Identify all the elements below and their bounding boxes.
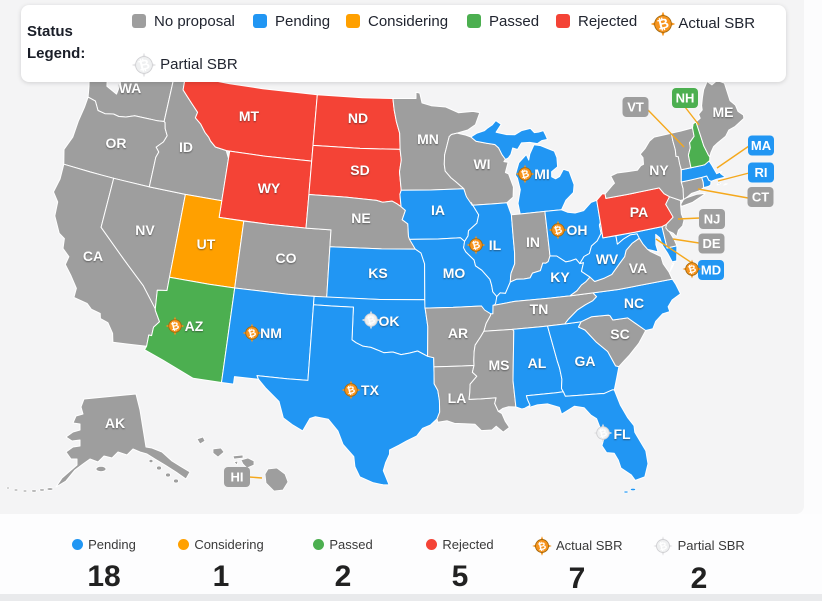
svg-text:IN: IN [526, 234, 540, 250]
svg-text:₿: ₿ [655, 15, 670, 33]
svg-text:NE: NE [351, 210, 370, 226]
svg-text:FL: FL [613, 426, 631, 442]
svg-text:MD: MD [701, 263, 721, 278]
svg-text:UT: UT [197, 236, 216, 252]
svg-text:MI: MI [534, 166, 550, 182]
svg-text:MT: MT [239, 108, 260, 124]
svg-text:₿: ₿ [247, 327, 258, 341]
svg-text:MA: MA [751, 138, 772, 153]
svg-text:AK: AK [105, 415, 125, 431]
svg-text:MO: MO [443, 265, 466, 281]
svg-text:ND: ND [348, 110, 368, 126]
svg-text:WA: WA [119, 80, 142, 96]
svg-text:NY: NY [649, 162, 669, 178]
svg-text:KS: KS [368, 265, 387, 281]
svg-text:NJ: NJ [704, 212, 721, 227]
svg-text:VT: VT [627, 100, 644, 115]
svg-text:MS: MS [489, 357, 510, 373]
svg-text:SC: SC [610, 326, 629, 342]
svg-text:WI: WI [473, 156, 490, 172]
svg-text:₿: ₿ [687, 263, 698, 277]
svg-text:NC: NC [624, 295, 644, 311]
svg-text:SD: SD [350, 162, 369, 178]
svg-text:₿: ₿ [170, 320, 181, 334]
svg-text:WY: WY [258, 180, 281, 196]
svg-text:NH: NH [676, 91, 695, 106]
svg-text:OR: OR [106, 135, 127, 151]
svg-text:KY: KY [550, 269, 570, 285]
svg-text:RI: RI [755, 165, 768, 180]
svg-text:CO: CO [276, 250, 297, 266]
svg-text:TX: TX [361, 382, 380, 398]
svg-text:₿: ₿ [536, 540, 547, 554]
svg-text:OK: OK [379, 313, 400, 329]
svg-text:DE: DE [702, 236, 720, 251]
svg-text:MN: MN [417, 131, 439, 147]
svg-text:ID: ID [179, 139, 193, 155]
svg-text:AR: AR [448, 325, 468, 341]
svg-text:₿: ₿ [136, 56, 151, 74]
svg-text:IL: IL [489, 237, 502, 253]
svg-text:NV: NV [135, 222, 155, 238]
svg-text:₿: ₿ [366, 314, 377, 328]
svg-text:HI: HI [231, 470, 244, 485]
svg-text:CT: CT [752, 190, 769, 205]
svg-text:WV: WV [596, 251, 619, 267]
svg-text:AZ: AZ [185, 318, 204, 334]
svg-text:GA: GA [575, 353, 596, 369]
svg-text:₿: ₿ [471, 239, 482, 253]
svg-text:₿: ₿ [598, 427, 609, 441]
svg-text:TN: TN [530, 301, 549, 317]
svg-text:VA: VA [629, 260, 647, 276]
svg-text:AL: AL [528, 355, 547, 371]
svg-text:NM: NM [260, 325, 282, 341]
svg-text:LA: LA [448, 390, 467, 406]
svg-text:PA: PA [630, 204, 648, 220]
svg-text:₿: ₿ [553, 224, 564, 238]
svg-text:₿: ₿ [520, 168, 531, 182]
svg-text:IA: IA [431, 202, 445, 218]
svg-text:₿: ₿ [346, 384, 357, 398]
svg-text:ME: ME [713, 104, 734, 120]
svg-text:₿: ₿ [658, 540, 669, 554]
svg-text:OH: OH [567, 222, 588, 238]
svg-text:CA: CA [83, 248, 103, 264]
